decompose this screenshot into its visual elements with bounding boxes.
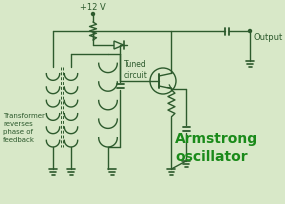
Text: Transformer
reverses
phase of
feedback: Transformer reverses phase of feedback	[3, 112, 45, 142]
Circle shape	[249, 30, 251, 33]
Circle shape	[91, 13, 95, 16]
Text: Output: Output	[254, 32, 283, 41]
Text: Armstrong
oscillator: Armstrong oscillator	[175, 132, 258, 163]
Text: Tuned
circuit: Tuned circuit	[124, 60, 148, 80]
Text: +12 V: +12 V	[80, 3, 106, 12]
